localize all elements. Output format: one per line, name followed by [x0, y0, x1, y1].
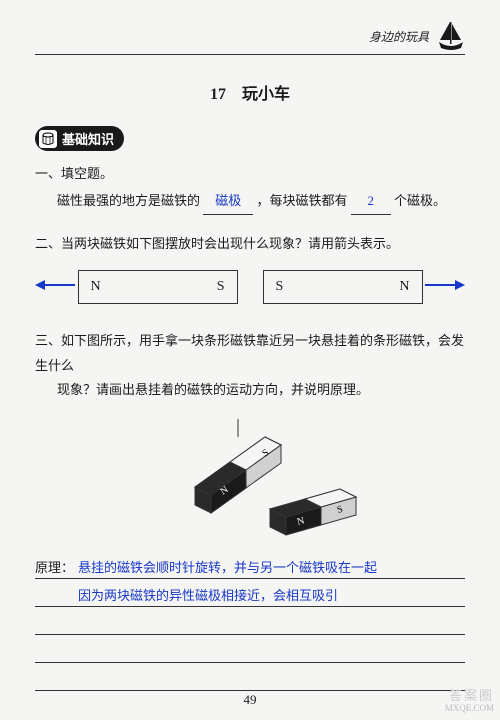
q1-text-1: 磁性最强的地方是磁铁的: [57, 193, 200, 208]
q3-answer-row-1: 原理： 悬挂的磁铁会顺时针旋转，并与另一个磁铁吸在一起: [35, 551, 465, 579]
q3-answer-row-2: 原理： 因为两块磁铁的异性磁极相接近，会相互吸引: [35, 579, 465, 607]
q2-heading: 二、当两块磁铁如下图摆放时会出现什么现象？请用箭头表示。: [35, 233, 465, 252]
page-number: 49: [0, 692, 500, 708]
right-magnet-left-pole: S: [276, 279, 284, 295]
watermark-cn: 答案圈: [445, 688, 494, 704]
q1-blank-1: 磁极: [203, 188, 253, 215]
right-magnet-box: S N: [263, 270, 423, 304]
lesson-number: 17: [210, 86, 226, 103]
chapter-label: 身边的玩具: [369, 28, 429, 45]
blank-line-1: [35, 607, 465, 635]
q3-heading-line1: 三、如下图所示，用手拿一块条形磁铁靠近另一块悬挂着的条形磁铁，会发生什么: [35, 329, 465, 378]
q1-body: 磁性最强的地方是磁铁的 磁极 ，每块磁铁都有 2 个磁极。: [57, 188, 465, 215]
left-magnet-right-pole: S: [217, 279, 225, 295]
barrel-icon: [39, 130, 57, 148]
page-container: 身边的玩具 17 玩小车 基础知识: [0, 0, 500, 701]
q3-heading-line2: 现象？请画出悬挂着的磁铁的运动方向，并说明原理。: [57, 378, 465, 403]
arrow-right-icon: [425, 277, 465, 297]
left-magnet-left-pole: N: [91, 279, 101, 295]
watermark-url: MXQE.COM: [445, 703, 494, 714]
q3-answer-text-1: 悬挂的磁铁会顺时针旋转，并与另一个磁铁吸在一起: [78, 557, 465, 576]
q3-answer-block: 原理： 悬挂的磁铁会顺时针旋转，并与另一个磁铁吸在一起 原理： 因为两块磁铁的异…: [35, 551, 465, 691]
left-magnet-box: N S: [78, 270, 238, 304]
sailboat-icon: [437, 20, 465, 52]
q2-figure: N S S N: [35, 270, 465, 304]
right-magnet-right-pole: N: [399, 279, 409, 295]
blank-line-3: [35, 663, 465, 691]
q3-heading: 三、如下图所示，用手拿一块条形磁铁靠近另一块悬挂着的条形磁铁，会发生什么 现象？…: [35, 329, 465, 403]
lesson-title: 17 玩小车: [35, 80, 465, 104]
header-divider: [35, 54, 465, 55]
lesson-name: 玩小车: [242, 86, 290, 103]
header-row: 身边的玩具: [35, 20, 465, 52]
q3-answer-label: 原理：: [35, 557, 78, 576]
q3-figure: S N N S: [35, 419, 465, 539]
q1-text-3: 个磁极。: [394, 193, 446, 208]
section-badge: 基础知识: [35, 126, 124, 151]
q1-heading: 一、填空题。: [35, 163, 465, 182]
q1-text-2: ，每块磁铁都有: [257, 193, 348, 208]
badge-row: 基础知识: [35, 126, 465, 151]
q1-blank-2: 2: [351, 188, 391, 215]
q3-answer-text-2: 因为两块磁铁的异性磁极相接近，会相互吸引: [78, 585, 465, 604]
blank-line-2: [35, 635, 465, 663]
badge-label: 基础知识: [62, 129, 114, 148]
arrow-left-icon: [35, 277, 75, 297]
watermark: 答案圈 MXQE.COM: [445, 688, 494, 714]
